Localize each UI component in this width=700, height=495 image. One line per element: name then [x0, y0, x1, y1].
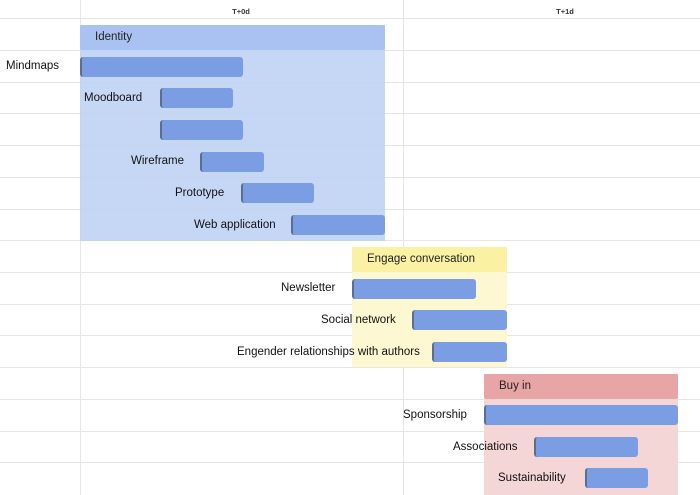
task-bar-sustainability[interactable]: [585, 468, 648, 488]
task-bar-engender-relationships[interactable]: [432, 342, 507, 362]
timeline-header-t1: T+1d: [556, 7, 574, 16]
gridline-horizontal: [0, 272, 700, 273]
gridline-horizontal: [0, 367, 700, 368]
task-bar-newsletter[interactable]: [352, 279, 476, 299]
gridline-horizontal: [0, 18, 700, 19]
task-bar-associations[interactable]: [534, 437, 638, 457]
group-identity-header[interactable]: Identity: [80, 25, 385, 50]
task-bar-moodboard[interactable]: [160, 88, 233, 108]
task-bar-social-network[interactable]: [412, 310, 507, 330]
task-label-prototype: Prototype: [175, 187, 225, 199]
task-bar-web-application[interactable]: [291, 215, 385, 235]
gridline-horizontal: [0, 304, 700, 305]
task-label-wireframe: Wireframe: [131, 155, 185, 167]
task-label-associations: Associations: [453, 441, 518, 453]
task-bar-sponsorship[interactable]: [484, 405, 678, 425]
gridline-vertical: [80, 0, 81, 495]
task-label-web-application: Web application: [194, 219, 276, 231]
task-bar-prototype[interactable]: [241, 183, 314, 203]
task-bar[interactable]: [160, 120, 243, 140]
task-label-newsletter: Newsletter: [281, 282, 336, 294]
task-label-sponsorship: Sponsorship: [403, 409, 467, 421]
task-bar[interactable]: [80, 57, 243, 77]
task-label-moodboard: Moodboard: [84, 92, 143, 104]
gridline-horizontal: [0, 335, 700, 336]
task-label-engender-relationships: Engender relationships with authors: [237, 346, 420, 358]
gridline-horizontal: [0, 431, 700, 432]
gridline-horizontal: [0, 462, 700, 463]
group-engage-header[interactable]: Engage conversation: [352, 247, 507, 272]
timeline-header-t0: T+0d: [232, 7, 250, 16]
gridline-horizontal: [0, 399, 700, 400]
group-buy-in-header[interactable]: Buy in: [484, 374, 678, 399]
task-bar-wireframe[interactable]: [200, 152, 264, 172]
task-label-sustainability: Sustainability: [498, 472, 566, 484]
task-label-social-network: Social network: [321, 314, 396, 326]
row-label-mindmaps: Mindmaps: [6, 60, 60, 72]
